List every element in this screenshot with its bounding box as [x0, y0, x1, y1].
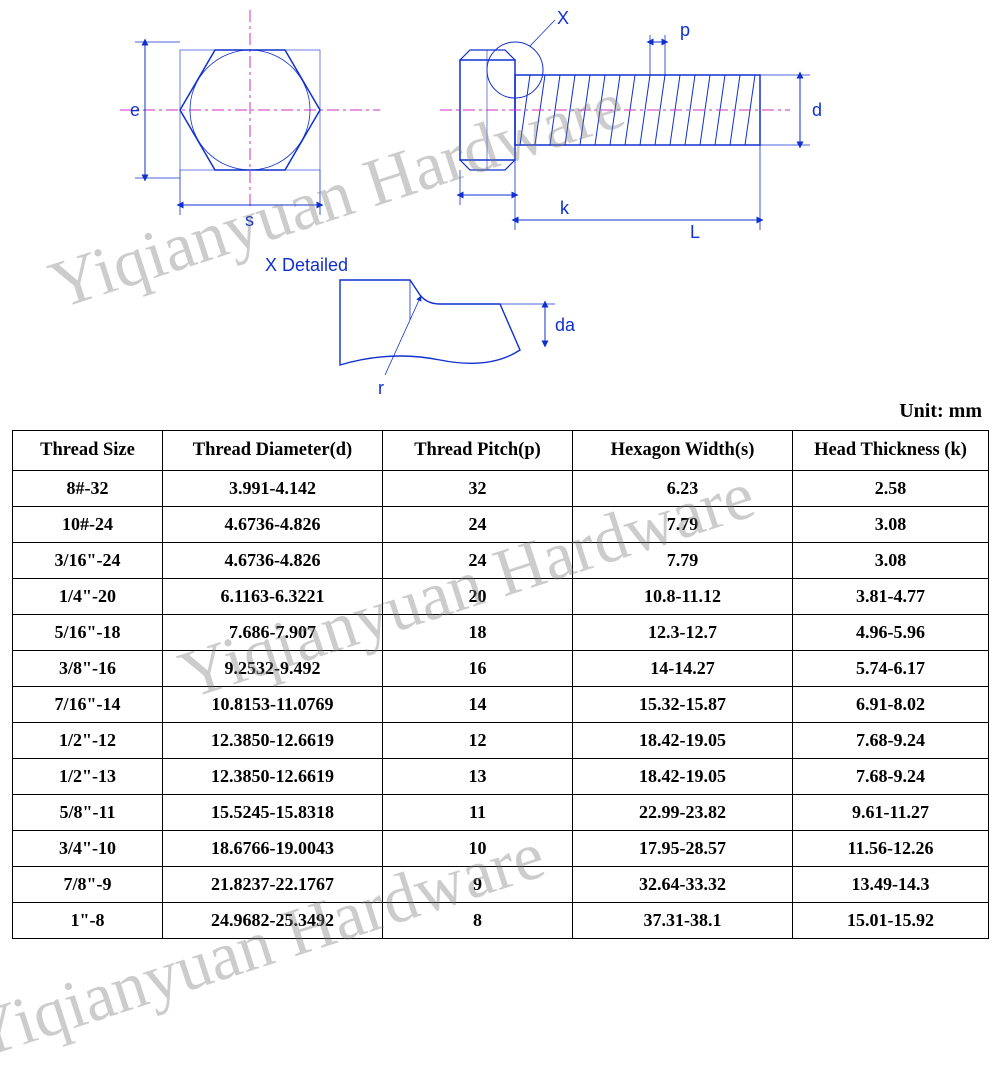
table-cell: 6.91-8.02: [793, 687, 989, 723]
table-row: 7/8"-921.8237-22.1767932.64-33.3213.49-1…: [13, 867, 989, 903]
unit-label: Unit: mm: [899, 400, 982, 423]
table-cell: 12: [383, 723, 573, 759]
table-cell: 5/16"-18: [13, 615, 163, 651]
table-cell: 20: [383, 579, 573, 615]
table-cell: 3.08: [793, 507, 989, 543]
table-cell: 21.8237-22.1767: [163, 867, 383, 903]
table-cell: 9.2532-9.492: [163, 651, 383, 687]
table-cell: 2.58: [793, 471, 989, 507]
table-cell: 1/2"-13: [13, 759, 163, 795]
detail-label: X Detailed: [265, 255, 348, 276]
dim-X: X: [557, 8, 569, 29]
table-cell: 8#-32: [13, 471, 163, 507]
table-cell: 24: [383, 507, 573, 543]
table-cell: 5/8"-11: [13, 795, 163, 831]
table-cell: 17.95-28.57: [573, 831, 793, 867]
table-cell: 12.3850-12.6619: [163, 723, 383, 759]
table-row: 5/16"-187.686-7.9071812.3-12.74.96-5.96: [13, 615, 989, 651]
spec-table: Thread Size Thread Diameter(d) Thread Pi…: [12, 430, 989, 939]
table-cell: 3.991-4.142: [163, 471, 383, 507]
table-cell: 16: [383, 651, 573, 687]
table-cell: 7.68-9.24: [793, 759, 989, 795]
table-row: 3/8"-169.2532-9.4921614-14.275.74-6.17: [13, 651, 989, 687]
dim-d: d: [812, 100, 822, 121]
table-cell: 1/4"-20: [13, 579, 163, 615]
table-cell: 10#-24: [13, 507, 163, 543]
table-cell: 9.61-11.27: [793, 795, 989, 831]
table-cell: 5.74-6.17: [793, 651, 989, 687]
technical-diagram: e s X p d k L da r X Detailed: [0, 0, 1000, 420]
table-cell: 1/2"-12: [13, 723, 163, 759]
col-thread-diameter: Thread Diameter(d): [163, 431, 383, 471]
table-cell: 10: [383, 831, 573, 867]
table-row: 1/4"-206.1163-6.32212010.8-11.123.81-4.7…: [13, 579, 989, 615]
col-thread-pitch: Thread Pitch(p): [383, 431, 573, 471]
dim-k: k: [560, 198, 569, 219]
table-row: 7/16"-1410.8153-11.07691415.32-15.876.91…: [13, 687, 989, 723]
table-cell: 14: [383, 687, 573, 723]
dim-s: s: [245, 210, 254, 231]
table-cell: 14-14.27: [573, 651, 793, 687]
table-cell: 1"-8: [13, 903, 163, 939]
table-cell: 7.686-7.907: [163, 615, 383, 651]
table-cell: 24: [383, 543, 573, 579]
col-thread-size: Thread Size: [13, 431, 163, 471]
table-cell: 32: [383, 471, 573, 507]
table-cell: 15.01-15.92: [793, 903, 989, 939]
table-row: 1/2"-1312.3850-12.66191318.42-19.057.68-…: [13, 759, 989, 795]
table-cell: 10.8-11.12: [573, 579, 793, 615]
table-cell: 12.3-12.7: [573, 615, 793, 651]
dim-L: L: [690, 222, 700, 243]
table-cell: 3/8"-16: [13, 651, 163, 687]
table-cell: 7/16"-14: [13, 687, 163, 723]
table-row: 8#-323.991-4.142326.232.58: [13, 471, 989, 507]
table-row: 5/8"-1115.5245-15.83181122.99-23.829.61-…: [13, 795, 989, 831]
table-cell: 12.3850-12.6619: [163, 759, 383, 795]
table-cell: 7.79: [573, 507, 793, 543]
table-cell: 18.42-19.05: [573, 759, 793, 795]
dim-da: da: [555, 315, 575, 336]
col-head-thickness: Head Thickness (k): [793, 431, 989, 471]
col-hexagon-width: Hexagon Width(s): [573, 431, 793, 471]
dim-r: r: [378, 378, 384, 399]
table-cell: 32.64-33.32: [573, 867, 793, 903]
table-cell: 7/8"-9: [13, 867, 163, 903]
table-cell: 4.6736-4.826: [163, 543, 383, 579]
table-cell: 24.9682-25.3492: [163, 903, 383, 939]
table-row: 1"-824.9682-25.3492837.31-38.115.01-15.9…: [13, 903, 989, 939]
table-cell: 37.31-38.1: [573, 903, 793, 939]
table-cell: 7.68-9.24: [793, 723, 989, 759]
table-cell: 11: [383, 795, 573, 831]
table-cell: 6.23: [573, 471, 793, 507]
table-cell: 7.79: [573, 543, 793, 579]
dim-p: p: [680, 20, 690, 41]
table-cell: 6.1163-6.3221: [163, 579, 383, 615]
table-cell: 9: [383, 867, 573, 903]
table-cell: 18: [383, 615, 573, 651]
table-cell: 22.99-23.82: [573, 795, 793, 831]
table-row: 1/2"-1212.3850-12.66191218.42-19.057.68-…: [13, 723, 989, 759]
table-cell: 3.81-4.77: [793, 579, 989, 615]
table-cell: 4.96-5.96: [793, 615, 989, 651]
table-cell: 4.6736-4.826: [163, 507, 383, 543]
table-cell: 3/4"-10: [13, 831, 163, 867]
table-header-row: Thread Size Thread Diameter(d) Thread Pi…: [13, 431, 989, 471]
table-row: 3/16"-244.6736-4.826247.793.08: [13, 543, 989, 579]
table-row: 10#-244.6736-4.826247.793.08: [13, 507, 989, 543]
table-cell: 3.08: [793, 543, 989, 579]
table-cell: 11.56-12.26: [793, 831, 989, 867]
dim-e: e: [130, 100, 140, 121]
table-cell: 13.49-14.3: [793, 867, 989, 903]
table-cell: 10.8153-11.0769: [163, 687, 383, 723]
table-cell: 3/16"-24: [13, 543, 163, 579]
table-row: 3/4"-1018.6766-19.00431017.95-28.5711.56…: [13, 831, 989, 867]
table-cell: 15.5245-15.8318: [163, 795, 383, 831]
table-cell: 15.32-15.87: [573, 687, 793, 723]
table-cell: 18.6766-19.0043: [163, 831, 383, 867]
table-cell: 18.42-19.05: [573, 723, 793, 759]
diagram-svg: [0, 0, 1000, 420]
table-cell: 13: [383, 759, 573, 795]
table-cell: 8: [383, 903, 573, 939]
